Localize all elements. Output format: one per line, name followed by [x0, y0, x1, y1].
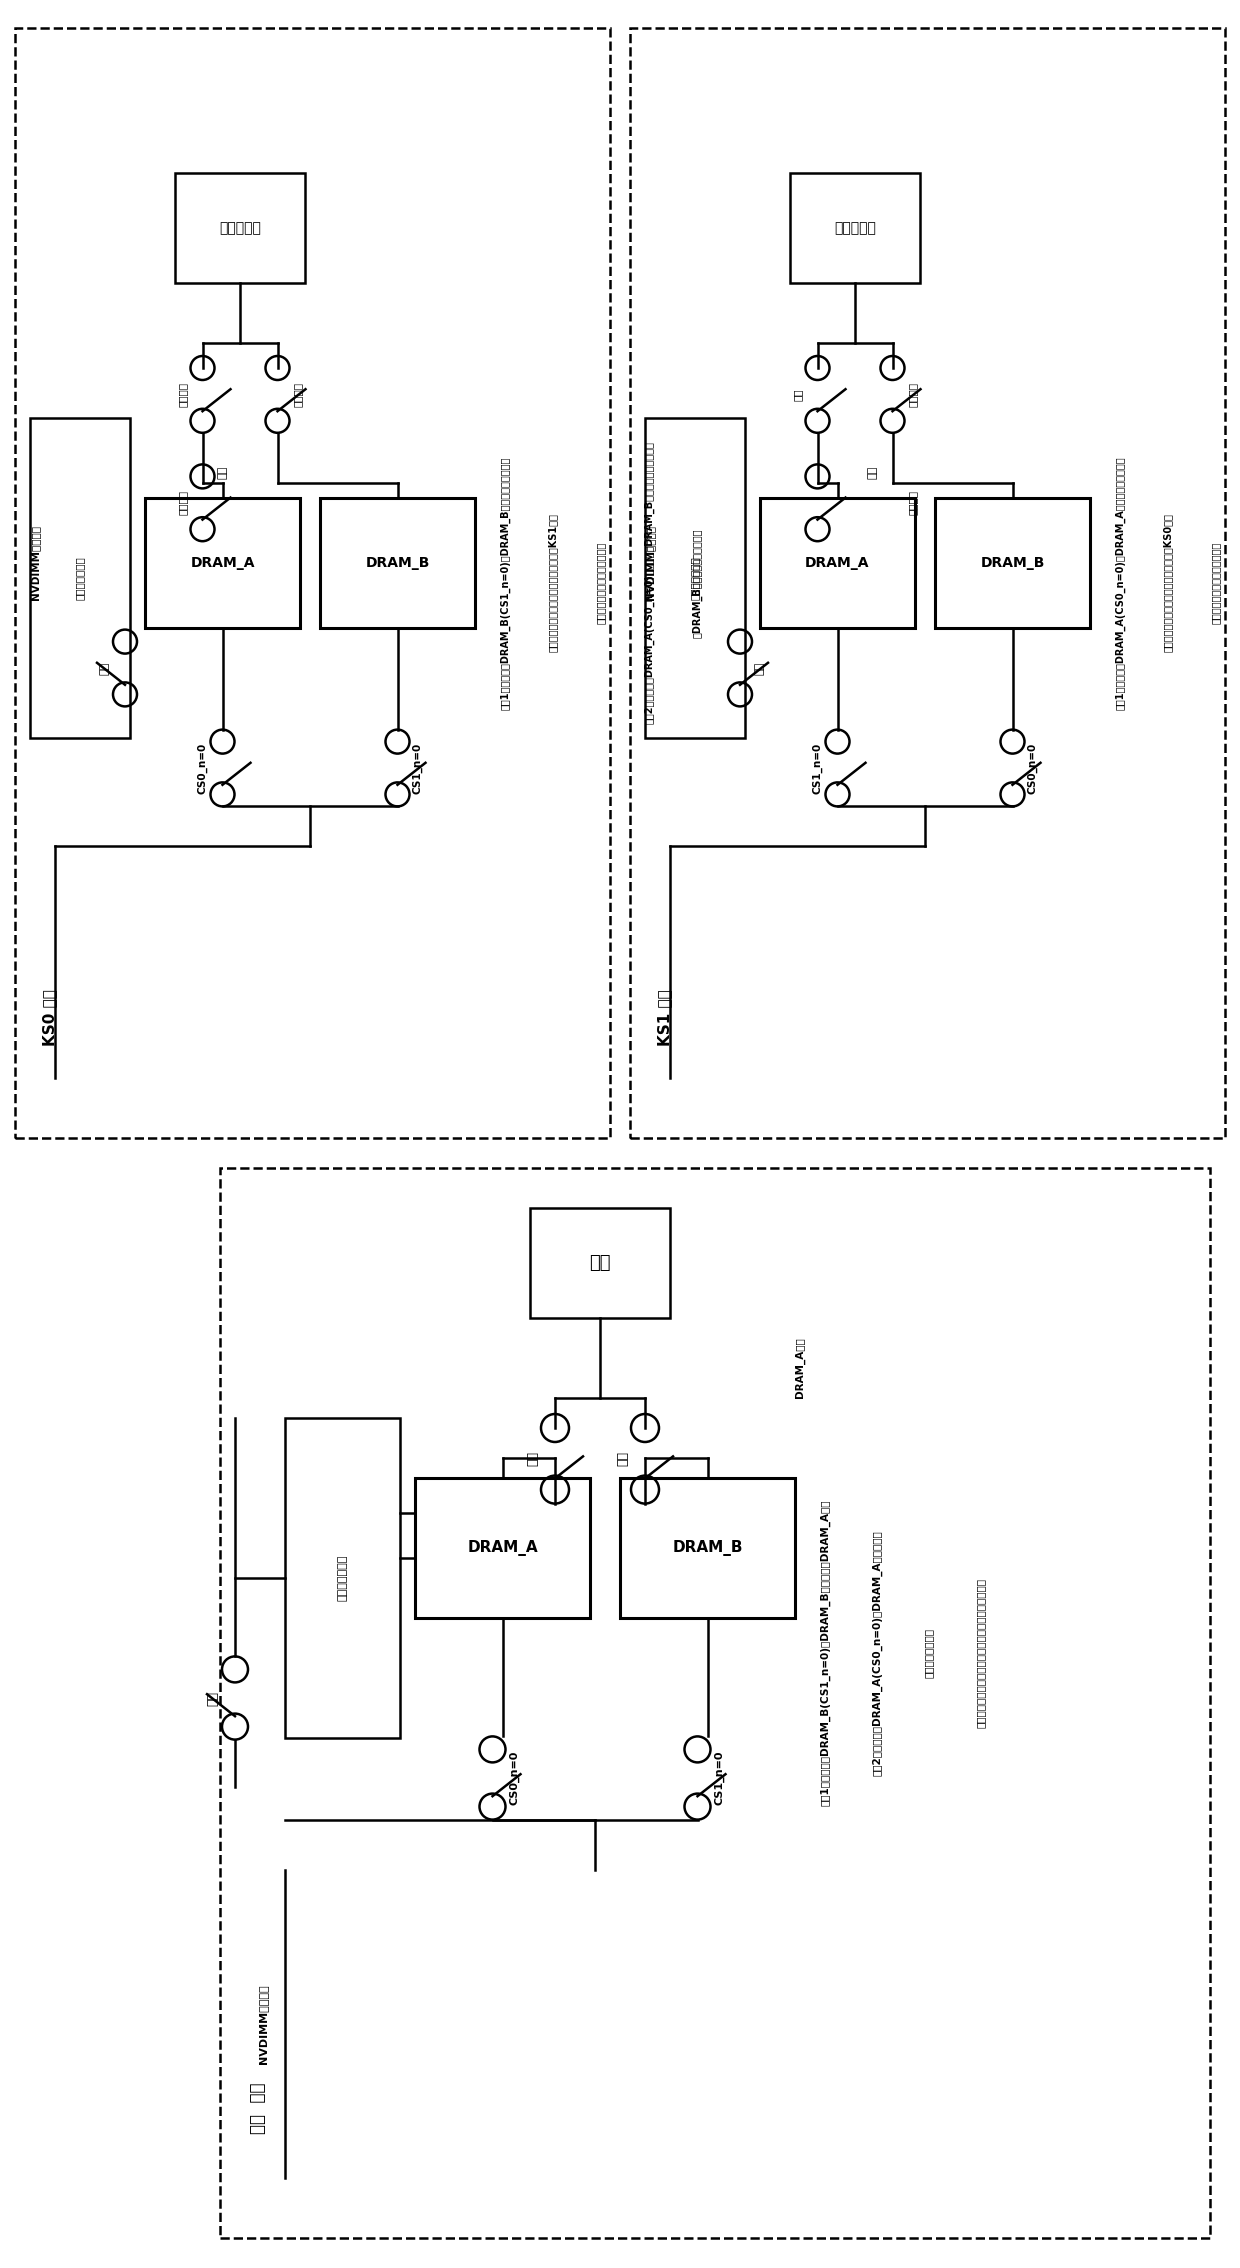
Text: 初始  状态: 初始 状态	[249, 2082, 267, 2134]
Text: KS1 状态: KS1 状态	[657, 989, 672, 1046]
Text: NVDIMM主机数据: NVDIMM主机数据	[30, 526, 40, 601]
Text: 断开: 断开	[755, 662, 765, 674]
Bar	[935, 499, 1090, 628]
Bar	[175, 172, 305, 284]
Bar	[529, 1209, 670, 1318]
Text: 大容量闪存: 大容量闪存	[219, 220, 260, 236]
Bar	[630, 27, 1225, 1139]
Text: 辅助数据提供：空闲，出停状态: 辅助数据提供：空闲，出停状态	[1211, 542, 1221, 624]
Text: CS0_n=0: CS0_n=0	[1028, 742, 1038, 794]
Text: 控制辅辅助数据通道可数据，写数据，参KS1状态: 控制辅辅助数据通道可数据，写数据，参KS1状态	[548, 513, 558, 653]
Text: 数据传输: 数据传输	[177, 490, 187, 515]
Text: 辅助数据通道断开: 辅助数据通道断开	[924, 1628, 934, 1678]
Text: NVDIMM主机数据: NVDIMM主机数据	[258, 1984, 268, 2064]
Bar	[760, 499, 915, 628]
Text: KS0 状态: KS0 状态	[42, 989, 57, 1046]
Text: DRAM_A: DRAM_A	[190, 556, 254, 569]
Text: 其他断开: 其他断开	[177, 381, 187, 406]
Text: 大容量闪存: 大容量闪存	[835, 220, 875, 236]
Text: 其他断开: 其他断开	[908, 381, 918, 406]
Text: 断开: 断开	[207, 1690, 219, 1706]
Bar	[285, 1418, 401, 1737]
Text: NVDIMM主机数据: NVDIMM主机数据	[645, 526, 655, 601]
Text: CS1_n=0: CS1_n=0	[413, 742, 423, 794]
Text: 控制辅辅助数据: 控制辅辅助数据	[337, 1556, 347, 1601]
Bar	[320, 499, 475, 628]
Text: 数据传输: 数据传输	[908, 490, 918, 515]
Text: 条件2：主机访问DRAM_A(CS0_n=0)，DRAM_A被写数据，: 条件2：主机访问DRAM_A(CS0_n=0)，DRAM_A被写数据，	[872, 1531, 882, 1776]
Bar	[415, 1479, 590, 1617]
Text: CS0_n=0: CS0_n=0	[510, 1751, 520, 1805]
Text: DRAM_B: DRAM_B	[672, 1540, 743, 1556]
Text: 闪存: 闪存	[589, 1254, 611, 1272]
Text: DRAM_B: DRAM_B	[981, 556, 1044, 569]
Text: 条件1：主机访问DRAM_A(CS0_n=0)，DRAM_A被写数据，其他断开: 条件1：主机访问DRAM_A(CS0_n=0)，DRAM_A被写数据，其他断开	[1115, 456, 1125, 710]
Bar	[219, 1168, 1210, 2239]
Text: DRAM_A三态: DRAM_A三态	[795, 1338, 805, 1399]
Text: 其他断开: 其他断开	[293, 381, 303, 406]
Bar	[620, 1479, 795, 1617]
Text: 条件1：主机访问DRAM_B(CS1_n=0)，DRAM_B被写数据，其他断开: 条件1：主机访问DRAM_B(CS1_n=0)，DRAM_B被写数据，其他断开	[500, 456, 510, 710]
Text: 断开: 断开	[792, 388, 802, 401]
Text: CS0_n=0: CS0_n=0	[197, 742, 207, 794]
Bar	[645, 417, 745, 737]
Text: 新开: 新开	[217, 467, 227, 479]
Text: 辅助数据提供：空闲，出停状态: 辅助数据提供：空闲，出停状态	[596, 542, 606, 624]
Text: CS1_n=0: CS1_n=0	[714, 1751, 724, 1805]
Bar	[30, 417, 130, 737]
Text: DRAM_B: DRAM_B	[366, 556, 430, 569]
Text: 到DRAM_B无更新任务，转初始态: 到DRAM_B无更新任务，转初始态	[692, 528, 702, 637]
Text: CS1_n=0: CS1_n=0	[812, 742, 822, 794]
Text: 新开: 新开	[868, 467, 878, 479]
Text: 条件2：主机访问DRAM_A(CS0_n=0)，空闲，到DRAM_B可更新任务，转刷新态: 条件2：主机访问DRAM_A(CS0_n=0)，空闲，到DRAM_B可更新任务，…	[644, 442, 655, 723]
Bar	[790, 172, 920, 284]
Bar	[15, 27, 610, 1139]
Text: 控制辅辅助数据: 控制辅辅助数据	[74, 556, 86, 599]
Text: DRAM_A: DRAM_A	[805, 556, 869, 569]
Text: 当主机看到页面断开，通过地址命令总线进入新分状态: 当主机看到页面断开，通过地址命令总线进入新分状态	[976, 1579, 986, 1728]
Text: 控制辅辅助数据: 控制辅辅助数据	[689, 556, 701, 599]
Text: DRAM_A: DRAM_A	[467, 1540, 538, 1556]
Text: 断开: 断开	[616, 1452, 630, 1467]
Bar	[145, 499, 300, 628]
Text: 控制辅辅助数据通道可数据，写数据，参KS0状态: 控制辅辅助数据通道可数据，写数据，参KS0状态	[1163, 513, 1173, 653]
Text: 断开: 断开	[100, 662, 110, 674]
Text: 条件1：主机访问DRAM_B(CS1_n=0)，DRAM_B被写数据，DRAM_A三态: 条件1：主机访问DRAM_B(CS1_n=0)，DRAM_B被写数据，DRAM_…	[820, 1499, 830, 1805]
Text: 断开: 断开	[527, 1452, 539, 1467]
